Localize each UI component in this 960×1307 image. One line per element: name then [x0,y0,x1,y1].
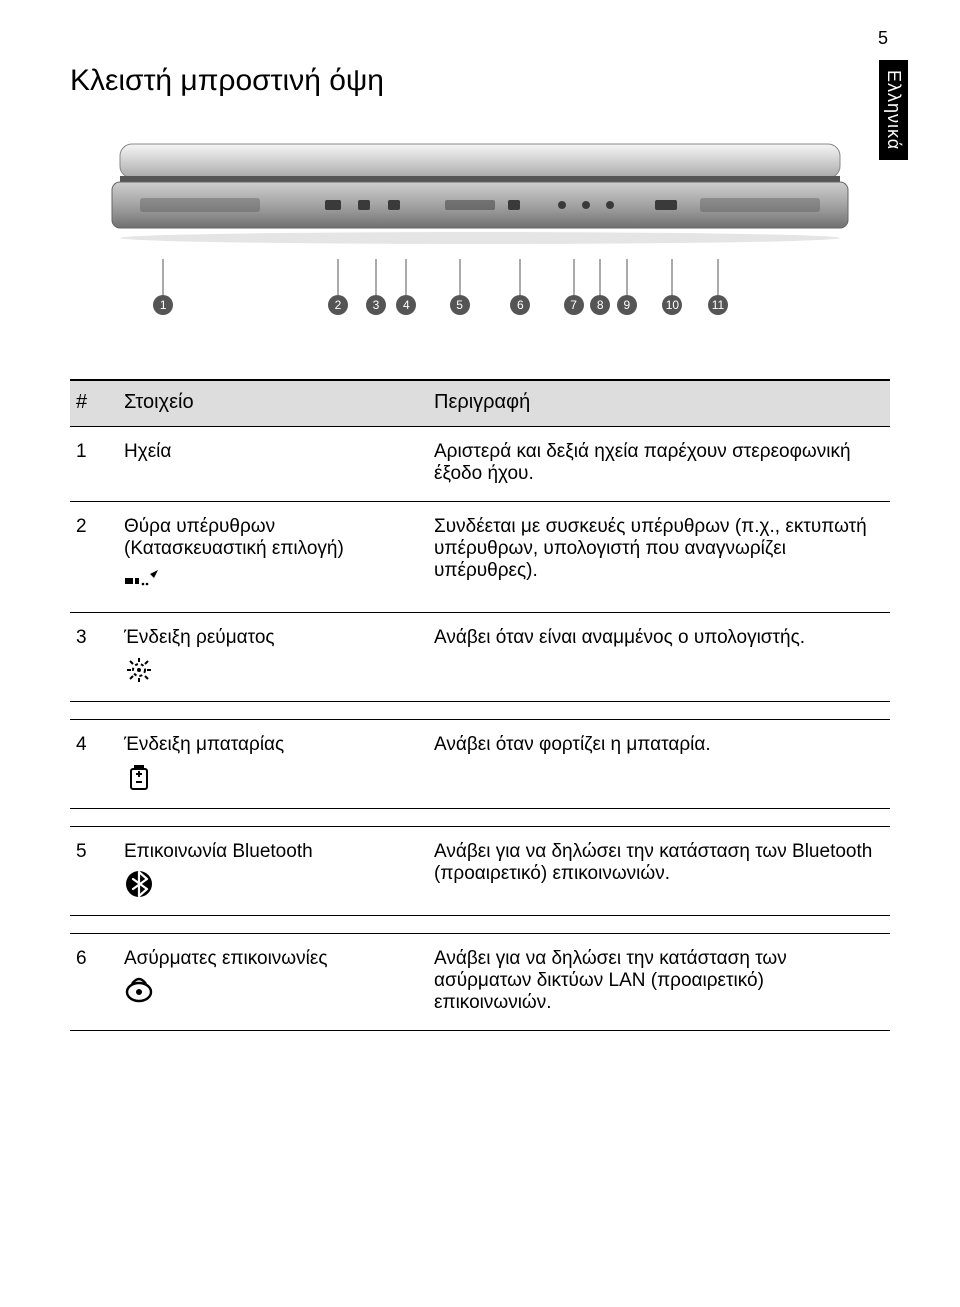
row-desc: Ανάβει όταν φορτίζει η μπαταρία. [428,720,890,809]
table-row: 5Επικοινωνία BluetoothΑνάβει για να δηλώ… [70,827,890,916]
callout-10: 10 [662,295,682,315]
row-item: Ηχεία [118,427,428,502]
page-number: 5 [878,28,888,49]
row-desc: Ανάβει όταν είναι αναμμένος ο υπολογιστή… [428,613,890,702]
row-item: Ένδειξη μπαταρίας [118,720,428,809]
laptop-svg [100,138,860,248]
row-item: Θύρα υπέρυθρων (Κατασκευαστική επιλογή) [118,502,428,613]
row-item: Επικοινωνία Bluetooth [118,827,428,916]
table-row: 2Θύρα υπέρυθρων (Κατασκευαστική επιλογή)… [70,502,890,613]
callout-4: 4 [396,295,416,315]
callout-row: 1 234 5 6 789 10 11 [100,259,860,329]
page: 5 Ελληνικά Κλειστή μπροστινή όψη [0,0,960,1307]
page-title: Κλειστή μπροστινή όψη [70,64,890,98]
battery-icon [124,762,158,792]
row-num: 6 [70,934,118,1031]
ir-icon [124,566,158,596]
callout-6: 6 [510,295,530,315]
row-item: Ένδειξη ρεύματος [118,613,428,702]
callout-11: 11 [708,295,728,315]
table-row: 1ΗχείαΑριστερά και δεξιά ηχεία παρέχουν … [70,427,890,502]
row-num: 2 [70,502,118,613]
table-row: 3Ένδειξη ρεύματοςΑνάβει όταν είναι αναμμ… [70,613,890,702]
row-separator [70,702,890,720]
row-item: Ασύρματες επικοινωνίες [118,934,428,1031]
bluetooth-icon [124,869,158,899]
spec-table: # Στοιχείο Περιγραφή 1ΗχείαΑριστερά και … [70,379,890,1031]
callout-7: 7 [564,295,584,315]
power-icon [124,655,158,685]
row-separator [70,809,890,827]
row-desc: Συνδέεται με συσκευές υπέρυθρων (π.χ., ε… [428,502,890,613]
header-num: # [70,380,118,427]
row-desc: Ανάβει για να δηλώσει την κατάσταση των … [428,827,890,916]
row-num: 5 [70,827,118,916]
callout-3: 3 [366,295,386,315]
row-desc: Αριστερά και δεξιά ηχεία παρέχουν στερεο… [428,427,890,502]
table-header-row: # Στοιχείο Περιγραφή [70,380,890,427]
callout-8: 8 [590,295,610,315]
row-desc: Ανάβει για να δηλώσει την κατάσταση των … [428,934,890,1031]
row-separator [70,916,890,934]
table-row: 6Ασύρματες επικοινωνίεςΑνάβει για να δηλ… [70,934,890,1031]
row-num: 1 [70,427,118,502]
header-item: Στοιχείο [118,380,428,427]
wireless-icon [124,976,158,1006]
table-row: 4Ένδειξη μπαταρίαςΑνάβει όταν φορτίζει η… [70,720,890,809]
callout-2: 2 [328,295,348,315]
callout-9: 9 [617,295,637,315]
row-num: 4 [70,720,118,809]
laptop-figure: 1 234 5 6 789 10 11 [100,138,860,329]
row-num: 3 [70,613,118,702]
callout-1: 1 [153,295,173,315]
header-desc: Περιγραφή [428,380,890,427]
callout-5: 5 [450,295,470,315]
language-tab: Ελληνικά [879,60,908,160]
